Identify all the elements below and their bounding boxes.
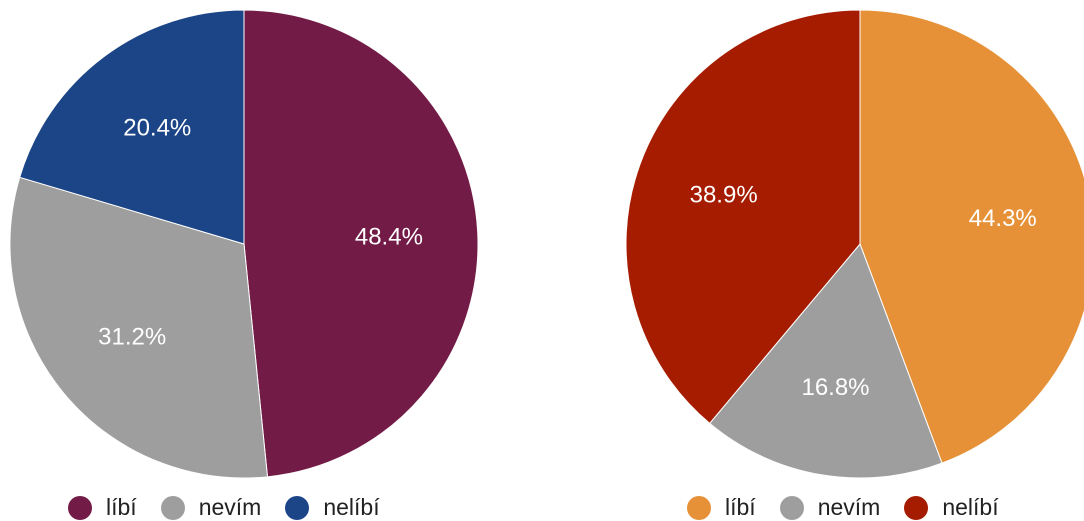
legend-item-libi: líbí [687,494,756,521]
legend-item-nelibi: nelíbí [285,494,380,521]
slice-label-nelibi: 20.4% [123,115,191,142]
slice-label-libi: 48.4% [355,224,423,251]
legend-swatch-nevim [160,495,185,520]
legend-item-nelibi: nelíbí [904,494,999,521]
legend-label-libi: líbí [725,494,756,520]
slice-label-nevim: 16.8% [801,374,869,401]
pie-slice-nevim [709,243,943,479]
pie-slice-libi [243,9,479,478]
legend-label-nelibi: nelíbí [942,494,999,520]
pie-slice-libi [859,9,1084,464]
pie-chart-left-svg: 48.4% 31.2% 20.4% [9,9,479,479]
pie-chart-right: 44.3% 16.8% 38.9% líbí nevím nelíbí [600,0,1084,521]
legend-label-nevim: nevím [817,494,881,520]
slice-label-nelibi: 38.9% [690,181,758,208]
legend-item-nevim: nevím [779,494,881,521]
legend-label-nelibi: nelíbí [323,494,380,520]
legend-swatch-libi [687,495,711,520]
pie-chart-left: 48.4% 31.2% 20.4% líbí nevím nelíbí [0,0,500,521]
legend-item-nevim: nevím [160,494,262,521]
slice-label-nevim: 31.2% [98,323,166,350]
legend-swatch-nevim [779,495,804,520]
pie-slice-nelibi [19,9,245,245]
legend-label-libi: líbí [106,494,137,520]
legend-swatch-nelibi [904,495,929,520]
legend-label-nevim: nevím [198,494,262,520]
legend-item-libi: líbí [68,494,137,521]
legend-swatch-libi [68,495,92,520]
legend-swatch-nelibi [285,495,310,520]
pie-slice-nevim [9,176,269,479]
legend-left: líbí nevím nelíbí [68,494,404,521]
slice-label-libi: 44.3% [969,205,1037,232]
pie-chart-right-svg: 44.3% 16.8% 38.9% [625,9,1084,479]
pie-slice-nelibi [625,9,861,425]
legend-right: líbí nevím nelíbí [687,494,1023,521]
